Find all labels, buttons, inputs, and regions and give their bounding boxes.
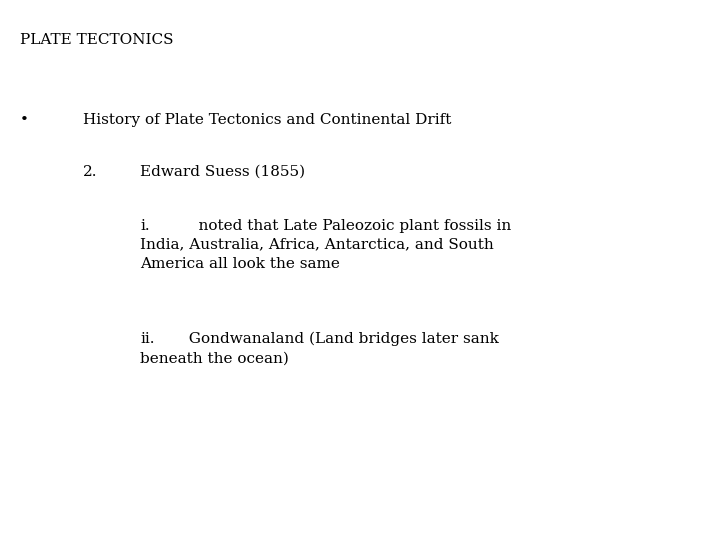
Text: i.: i.	[140, 219, 150, 233]
Text: PLATE TECTONICS: PLATE TECTONICS	[20, 33, 174, 48]
Text: Gondwanaland (Land bridges later sank
beneath the ocean): Gondwanaland (Land bridges later sank be…	[140, 332, 499, 366]
Text: •: •	[20, 113, 29, 127]
Text: ii.: ii.	[140, 332, 155, 346]
Text: noted that Late Paleozoic plant fossils in
India, Australia, Africa, Antarctica,: noted that Late Paleozoic plant fossils …	[140, 219, 512, 271]
Text: History of Plate Tectonics and Continental Drift: History of Plate Tectonics and Continent…	[83, 113, 451, 127]
Text: 2.: 2.	[83, 165, 97, 179]
Text: Edward Suess (1855): Edward Suess (1855)	[140, 165, 305, 179]
